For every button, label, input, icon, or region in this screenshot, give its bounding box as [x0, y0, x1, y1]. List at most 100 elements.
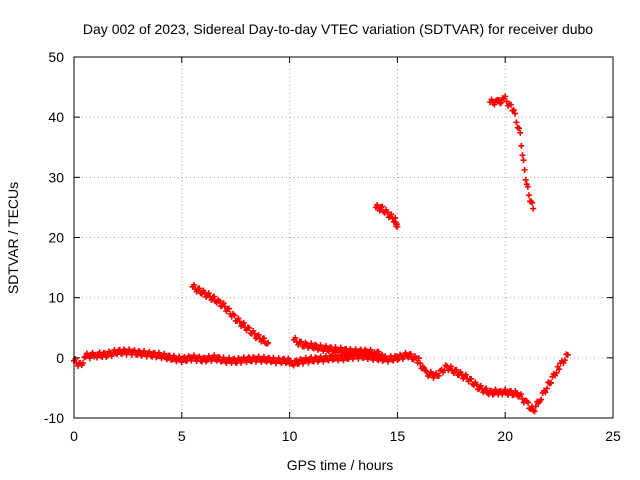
- data-point: [468, 375, 475, 382]
- data-point: [211, 352, 218, 359]
- x-tick-label: 10: [282, 428, 298, 444]
- axis-ticks: 0 5 10 15 20 25 -10 0 10 20 30 40 50: [44, 49, 621, 444]
- data-points: [71, 93, 571, 415]
- data-point: [240, 319, 247, 326]
- data-point: [305, 359, 312, 366]
- data-point: [502, 93, 509, 100]
- data-point: [521, 166, 528, 173]
- data-point: [522, 176, 529, 183]
- data-point: [205, 290, 212, 297]
- data-point: [337, 344, 344, 351]
- data-point: [275, 355, 282, 362]
- data-point: [525, 192, 532, 199]
- data-point: [513, 389, 520, 396]
- data-point: [448, 363, 455, 370]
- x-tick-label: 25: [605, 428, 621, 444]
- x-axis-label: GPS time / hours: [287, 457, 394, 473]
- data-point: [543, 385, 550, 392]
- data-point: [417, 360, 424, 367]
- data-point: [531, 408, 538, 415]
- data-point: [196, 285, 203, 292]
- data-point: [491, 101, 498, 108]
- data-point: [320, 348, 327, 355]
- series-arc-15h: [372, 201, 401, 230]
- data-point: [178, 359, 185, 366]
- data-point: [532, 403, 539, 410]
- data-point: [388, 211, 395, 218]
- y-tick-label: 50: [48, 49, 64, 65]
- data-point: [384, 209, 391, 216]
- data-point: [322, 343, 329, 350]
- data-point: [258, 358, 265, 365]
- data-point: [510, 107, 517, 114]
- data-point: [497, 387, 504, 394]
- data-point: [208, 357, 215, 364]
- data-point: [375, 348, 382, 355]
- data-point: [243, 359, 250, 366]
- data-point: [181, 354, 188, 361]
- data-point: [374, 201, 381, 208]
- data-point: [542, 389, 549, 396]
- data-point: [293, 357, 300, 364]
- chart-title: Day 002 of 2023, Sidereal Day-to-day VTE…: [83, 21, 593, 37]
- x-tick-label: 0: [70, 428, 78, 444]
- data-point: [564, 351, 571, 358]
- data-point: [518, 391, 525, 398]
- data-point: [530, 205, 537, 212]
- data-point: [450, 370, 457, 377]
- data-point: [126, 346, 133, 353]
- data-point: [355, 351, 362, 358]
- series-arc-10h: [290, 334, 386, 360]
- data-point: [292, 334, 299, 341]
- data-point: [211, 293, 218, 300]
- data-point: [502, 386, 509, 393]
- data-point: [255, 331, 262, 338]
- data-point: [553, 369, 560, 376]
- series-baseline-b: [286, 349, 571, 415]
- data-point: [176, 353, 183, 360]
- data-point: [225, 354, 232, 361]
- data-point: [161, 350, 168, 357]
- series-baseline-a: [71, 346, 293, 369]
- data-point: [193, 288, 200, 295]
- data-point: [93, 354, 100, 361]
- data-point: [556, 366, 563, 373]
- data-point: [86, 355, 93, 362]
- data-point: [196, 353, 203, 360]
- data-point: [435, 372, 442, 379]
- y-tick-label: 0: [56, 350, 64, 366]
- data-point: [407, 351, 414, 358]
- grid: [74, 57, 613, 418]
- data-point: [394, 223, 401, 230]
- data-point: [538, 396, 545, 403]
- data-point: [519, 152, 526, 159]
- data-point: [235, 315, 242, 322]
- data-point: [488, 96, 495, 103]
- data-point: [290, 362, 297, 369]
- data-point: [340, 357, 347, 364]
- y-tick-label: -10: [44, 410, 64, 426]
- data-point: [513, 119, 520, 126]
- data-point: [477, 382, 484, 389]
- data-point: [379, 351, 386, 358]
- data-point: [213, 357, 220, 364]
- data-point: [352, 346, 359, 353]
- data-point: [146, 348, 153, 355]
- data-point: [384, 358, 391, 365]
- data-point: [529, 199, 536, 206]
- data-point: [525, 399, 532, 406]
- data-point: [265, 339, 272, 346]
- y-tick-label: 30: [48, 169, 64, 185]
- data-point: [512, 110, 519, 117]
- data-point: [524, 183, 531, 190]
- data-point: [405, 354, 412, 361]
- data-point: [483, 385, 490, 392]
- data-point: [143, 353, 150, 360]
- data-point: [517, 129, 524, 136]
- data-point: [295, 341, 302, 348]
- data-point: [80, 360, 87, 367]
- data-point: [498, 99, 505, 106]
- data-point: [231, 312, 238, 319]
- data-point: [190, 281, 197, 288]
